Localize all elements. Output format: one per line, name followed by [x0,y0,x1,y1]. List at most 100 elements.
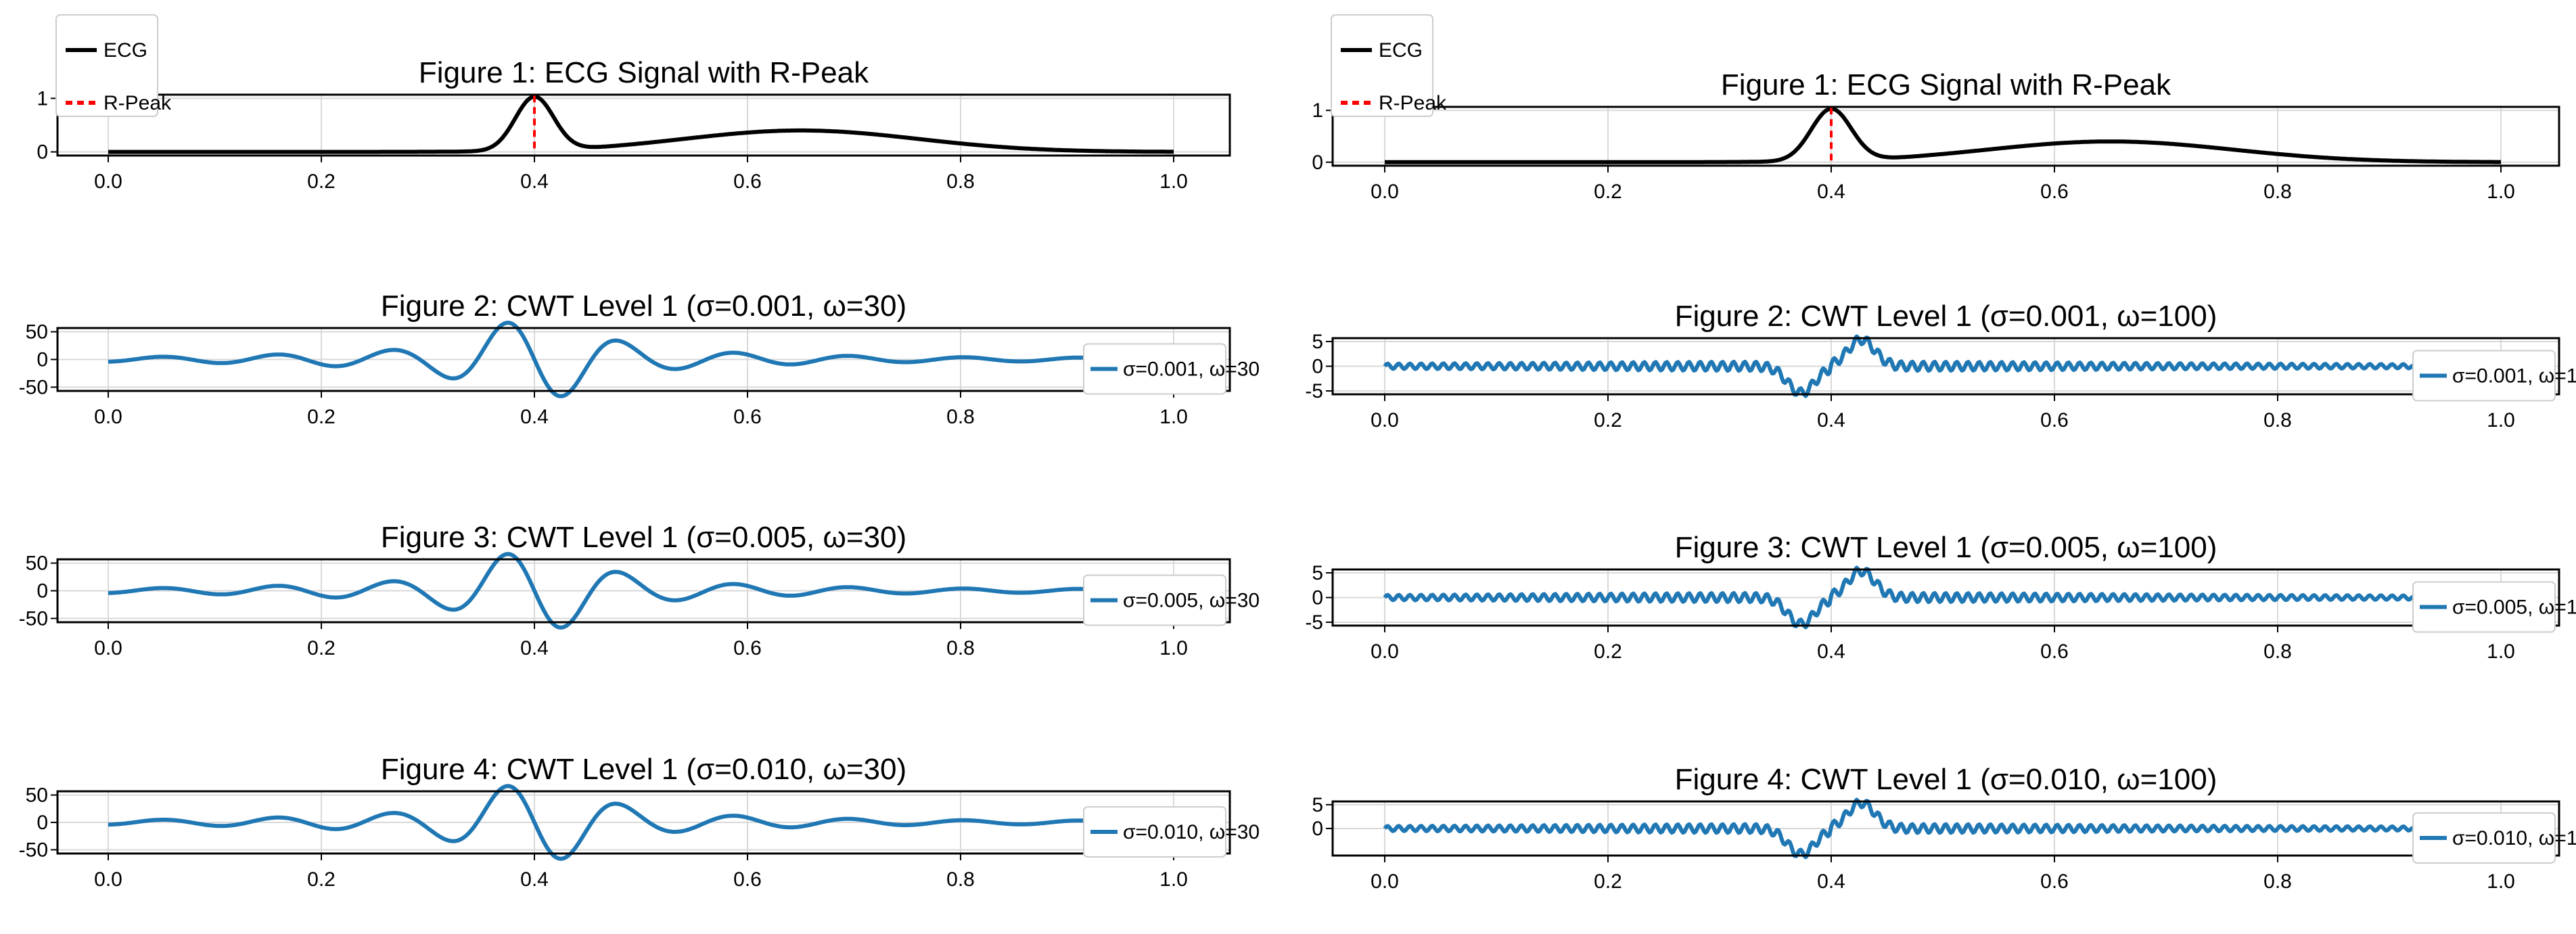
x-tick-label: 0.4 [1817,409,1845,431]
x-tick-label: 0.0 [94,637,122,659]
chart-title: Figure 1: ECG Signal with R-Peak [419,56,869,89]
y-tick-label: -5 [1305,611,1323,634]
chart-panel-7: Figure 3: CWT Level 1 (σ=0.005, ω=100) 0.… [1305,531,2576,663]
x-tick-label: 0.8 [2263,640,2292,663]
x-tick-label: 0.2 [1594,181,1622,203]
y-tick-label: 50 [26,553,48,575]
legend-box [1083,574,1226,626]
chart-panel-5: Figure 1: ECG Signal with R-Peak 0.0 0.2 0.… [1312,14,2560,203]
x-tick-label: 0.2 [307,170,336,193]
x-tick-label: 1.0 [1159,170,1188,193]
y-tick-label: -5 [1305,380,1323,402]
x-tick-label: 1.0 [2487,870,2515,893]
legend-label: ECG [1379,39,1423,62]
y-tick-label: 0 [1312,818,1323,840]
x-tick-label: 0.2 [1594,870,1622,893]
ecg-series-line [1384,106,2502,164]
x-tick-label: 0.4 [520,637,549,659]
cwt-series-line [108,321,1174,398]
chart-panel-2: Figure 2: CWT Level 1 (σ=0.001, ω=30) 0.0… [19,289,1260,428]
x-tick-label: 1.0 [2487,181,2515,203]
x-tick-label: 0.0 [1371,870,1399,893]
y-tick-label: -50 [19,376,48,398]
x-tick-label: 1.0 [1159,406,1188,428]
x-tick-label: 0.8 [946,170,975,193]
x-tick-label: 0.8 [946,868,975,891]
legend-label: σ=0.010, ω=100 [2452,827,2576,849]
x-tick-label: 0.0 [1371,409,1399,431]
x-tick-label: 0.6 [733,868,762,891]
x-tick-label: 0.8 [2263,409,2292,431]
x-tick-label: 1.0 [2487,409,2515,431]
legend-label: R-Peak [104,92,172,114]
x-tick-label: 0.4 [1817,640,1845,663]
ecg-series-line [108,95,1174,154]
legend-box [55,14,158,117]
y-tick-label: 5 [1312,562,1323,584]
legend-box [2412,812,2556,864]
chart-title: Figure 2: CWT Level 1 (σ=0.001, ω=100) [1675,300,2217,333]
x-tick-label: 0.8 [946,637,975,659]
x-tick-label: 0.0 [94,868,122,891]
y-tick-label: 0 [37,141,48,164]
x-tick-label: 0.0 [94,170,122,193]
cwt-series-line [108,784,1174,861]
y-tick-label: 0 [37,349,48,371]
y-tick-label: 5 [1312,331,1323,353]
chart-title: Figure 3: CWT Level 1 (σ=0.005, ω=100) [1675,531,2217,564]
x-tick-label: 0.6 [2040,870,2069,893]
legend-label: ECG [104,39,147,62]
x-tick-label: 1.0 [2487,640,2515,663]
legend-box [2412,350,2556,402]
chart-title: Figure 2: CWT Level 1 (σ=0.001, ω=30) [381,289,906,323]
y-tick-label: -50 [19,607,48,630]
legend-box [1331,14,1433,117]
chart-panel-8: Figure 4: CWT Level 1 (σ=0.010, ω=100) 0.… [1312,763,2576,893]
y-tick-label: -50 [19,839,48,861]
chart-panel-4: Figure 4: CWT Level 1 (σ=0.010, ω=30) 0.0… [19,753,1260,891]
x-tick-label: 0.6 [2040,640,2069,663]
x-tick-label: 0.2 [307,637,336,659]
x-tick-label: 0.6 [2040,181,2069,203]
cwt-series-line [1383,334,2502,398]
y-tick-label: 1 [1312,99,1323,122]
legend-label: σ=0.001, ω=100 [2452,365,2576,388]
chart-title: Figure 4: CWT Level 1 (σ=0.010, ω=100) [1675,763,2217,796]
chart-title: Figure 4: CWT Level 1 (σ=0.010, ω=30) [381,753,906,786]
y-tick-label: 0 [1312,587,1323,609]
x-tick-label: 0.0 [1371,181,1399,203]
x-tick-label: 0.8 [946,406,975,428]
x-tick-label: 0.2 [1594,409,1622,431]
x-tick-label: 0.8 [2263,870,2292,893]
chart-title: Figure 1: ECG Signal with R-Peak [1721,68,2171,101]
x-tick-label: 0.0 [1371,640,1399,663]
x-tick-label: 0.4 [520,868,549,891]
x-tick-label: 0.0 [94,406,122,428]
x-tick-label: 0.6 [2040,409,2069,431]
cwt-series-line [108,552,1174,630]
y-tick-label: 50 [26,321,48,344]
y-tick-label: 50 [26,785,48,807]
y-tick-label: 0 [37,580,48,603]
chart-panel-1: Figure 1: ECG Signal with R-Peak 0.0 0.2 0.… [37,14,1231,193]
x-tick-label: 0.4 [1817,870,1845,893]
x-tick-label: 0.6 [733,406,762,428]
chart-panel-6: Figure 2: CWT Level 1 (σ=0.001, ω=100) 0.… [1305,300,2576,431]
y-tick-label: 5 [1312,794,1323,816]
legend-box [1083,806,1226,858]
x-tick-label: 1.0 [1159,637,1188,659]
axes-frame [56,93,1231,157]
axes-frame [1331,106,2560,167]
y-tick-label: 0 [37,812,48,834]
x-tick-label: 1.0 [1159,868,1188,891]
chart-title: Figure 3: CWT Level 1 (σ=0.005, ω=30) [381,521,906,554]
legend-box [1083,343,1226,395]
x-tick-label: 0.2 [307,406,336,428]
chart-panel-3: Figure 3: CWT Level 1 (σ=0.005, ω=30) 0.0… [19,521,1260,659]
legend-label: σ=0.010, ω=30 [1123,821,1260,843]
legend-label: σ=0.005, ω=100 [2452,597,2576,619]
legend-label: σ=0.005, ω=30 [1123,590,1260,612]
x-tick-label: 0.4 [520,170,549,193]
y-tick-label: 0 [1312,356,1323,378]
